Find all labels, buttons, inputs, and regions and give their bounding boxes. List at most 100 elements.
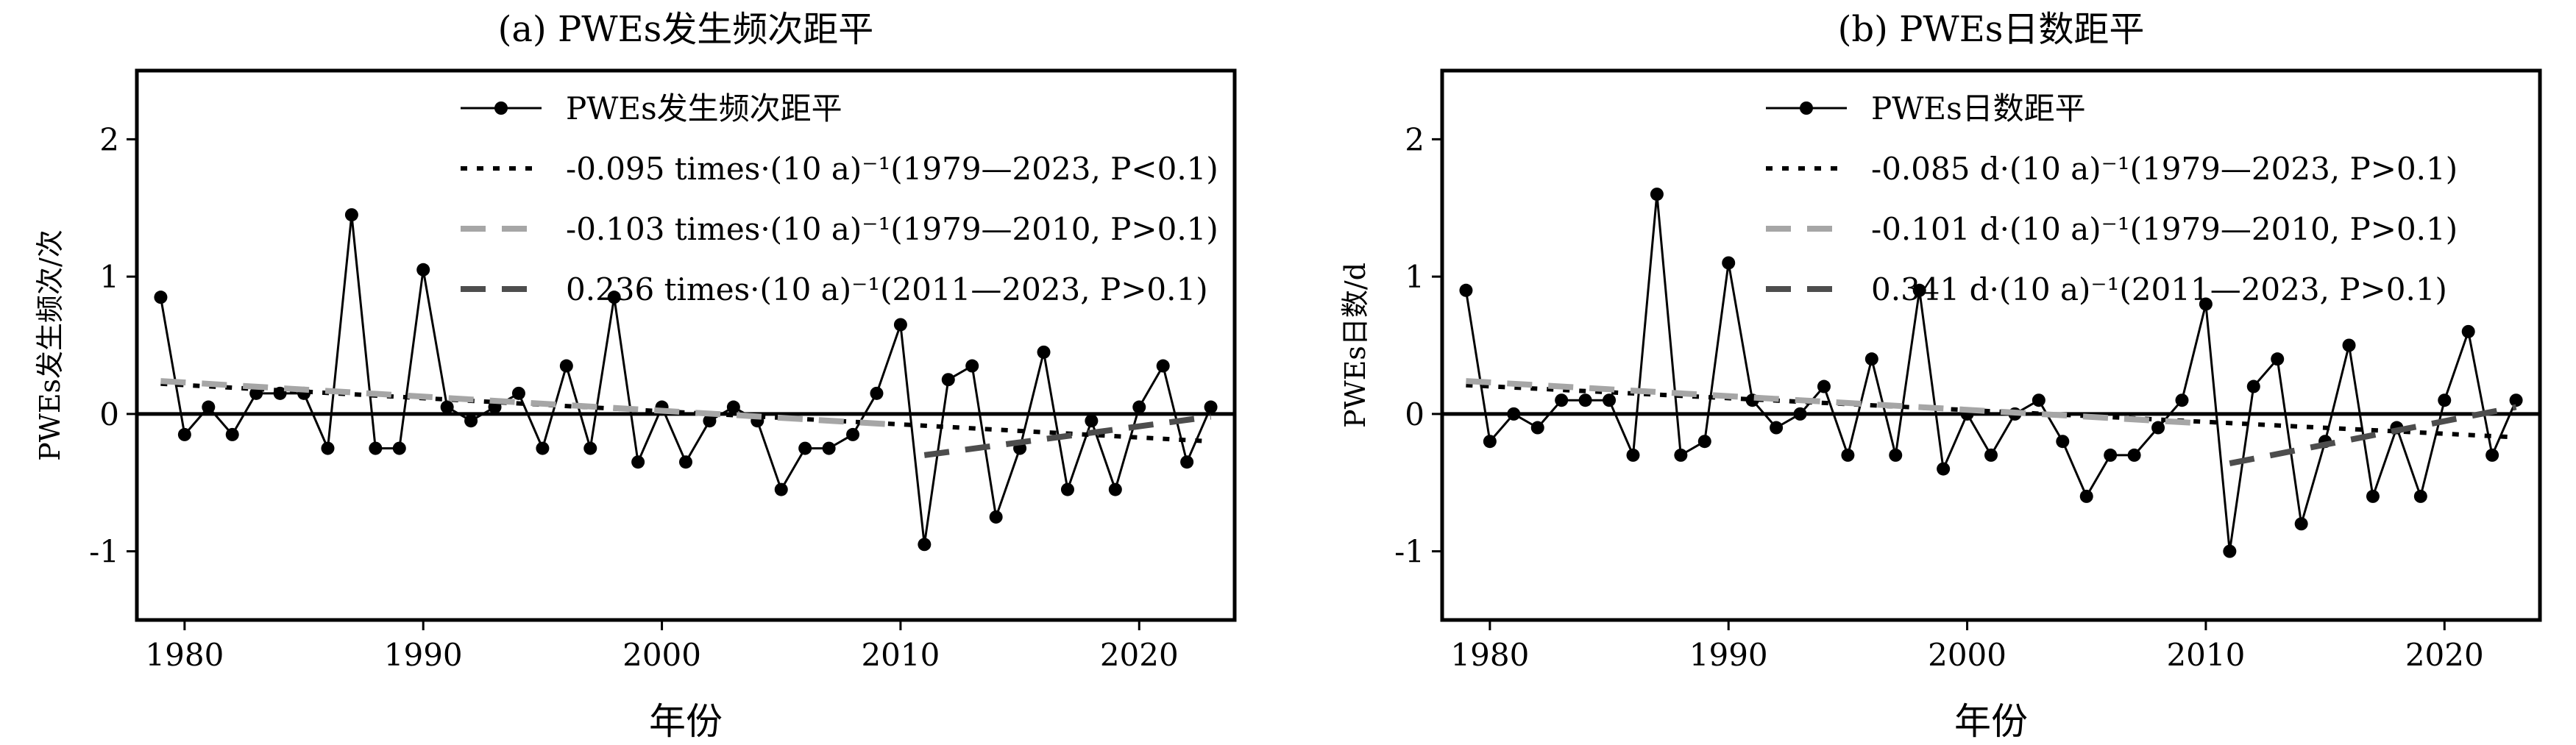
data-point [1483,435,1497,449]
data-point [1793,407,1807,421]
data-point [965,359,979,373]
legend-label: -0.085 d·(10 a)⁻¹(1979—2023, P>0.1) [1871,151,2458,187]
data-point [2199,297,2213,311]
chart-panel-a: (a) PWEs发生频次距平 1980 1990 2000 2010 2020 2 1 0 -1 年… [34,9,1237,743]
legend-label: 0.236 times·(10 a)⁻¹(2011—2023, P>0.1) [566,271,1208,307]
data-point [1132,400,1146,414]
data-point [1180,455,1194,469]
data-point [2056,435,2070,449]
data-point [1507,407,1521,421]
legend-label: -0.101 d·(10 a)⁻¹(1979—2010, P>0.1) [1871,211,2458,247]
data-point [1722,256,1736,270]
y-tick-label: -1 [89,534,119,570]
data-point [1204,400,1218,414]
data-point [1459,283,1473,297]
data-point [1108,482,1122,496]
data-point [536,441,550,455]
y-tick-label: 0 [1405,396,1424,432]
legend-label: -0.095 times·(10 a)⁻¹(1979—2023, P<0.1) [566,151,1218,187]
data-point [2366,489,2380,503]
x-axis-label: 年份 [649,700,723,743]
data-point [2151,421,2165,435]
x-tick-label: 1990 [384,637,463,673]
x-tick-label: 1980 [1450,637,1529,673]
series-line-0 [159,213,1212,546]
data-point [607,290,621,304]
data-point [2246,379,2260,393]
data-point [1864,352,1878,366]
data-point [2413,489,2427,503]
data-point [2032,393,2045,407]
data-point [2175,393,2189,407]
data-point [822,441,836,455]
x-tick-label: 2010 [2166,637,2245,673]
x-tick-label: 2010 [861,637,940,673]
data-point [559,359,573,373]
y-tick-label: 2 [1405,121,1424,157]
data-point [1530,421,1544,435]
data-point [225,427,239,441]
x-tick-label: 1990 [1689,637,1768,673]
data-point [344,208,358,222]
data-point [726,400,740,414]
data-point [2461,324,2475,338]
data-point [2223,544,2237,558]
data-point [774,482,788,496]
data-point [798,441,812,455]
data-point [154,290,168,304]
data-point [989,510,1003,524]
data-point [2509,393,2523,407]
data-point [679,455,692,469]
plot-frame [135,68,1237,622]
data-point [1037,345,1051,359]
data-point [202,400,216,414]
y-axis-label: PWEs日数/d [1339,263,1372,428]
data-point [846,427,860,441]
data-point [2485,448,2499,462]
data-point [1156,359,1170,373]
data-point [2342,338,2356,352]
data-point [583,441,597,455]
data-point [2438,393,2452,407]
chart-panel-b: (b) PWEs日数距平 1980 1990 2000 2010 2020 2 1 0 -1 年份 P… [1339,9,2542,743]
data-point [1060,482,1074,496]
y-axis-label: PWEs发生频次/次 [34,229,66,461]
data-point [1937,462,1951,476]
legend-label: 0.341 d·(10 a)⁻¹(2011—2023, P>0.1) [1871,271,2447,307]
data-point [177,427,191,441]
x-tick-label: 2020 [2405,637,2484,673]
chart-title: (b) PWEs日数距平 [1838,9,2145,50]
legend-label: PWEs日数距平 [1871,90,2086,126]
series-line-0 [1464,193,2517,553]
data-point [1603,393,1617,407]
data-point [1674,448,1688,462]
x-tick-label: 1980 [145,637,224,673]
data-point [1626,448,1640,462]
data-point [392,441,406,455]
legend: PWEs发生频次距平 -0.095 times·(10 a)⁻¹(1979—202… [461,90,1218,307]
series-line-1 [1466,382,2516,440]
chart-title: (a) PWEs发生频次距平 [498,9,874,50]
data-point [1889,448,1903,462]
x-tick-label: 2020 [1100,637,1179,673]
data-point [1650,188,1664,202]
data-point [1697,435,1711,449]
data-point [440,400,454,414]
data-point [2079,489,2093,503]
data-point [2271,352,2285,366]
data-point [1770,421,1784,435]
data-point [1578,393,1592,407]
data-point [1912,283,1926,297]
x-tick-label: 2000 [622,637,701,673]
series-line-3 [923,413,1212,458]
data-point [1085,414,1099,428]
legend-label: PWEs发生频次距平 [566,90,842,126]
data-point [464,414,478,428]
y-tick-label: -1 [1394,534,1424,570]
data-point [2127,448,2141,462]
data-point [2294,517,2308,531]
y-tick-label: 1 [1405,259,1424,295]
data-point [1555,393,1569,407]
data-point [941,373,955,387]
